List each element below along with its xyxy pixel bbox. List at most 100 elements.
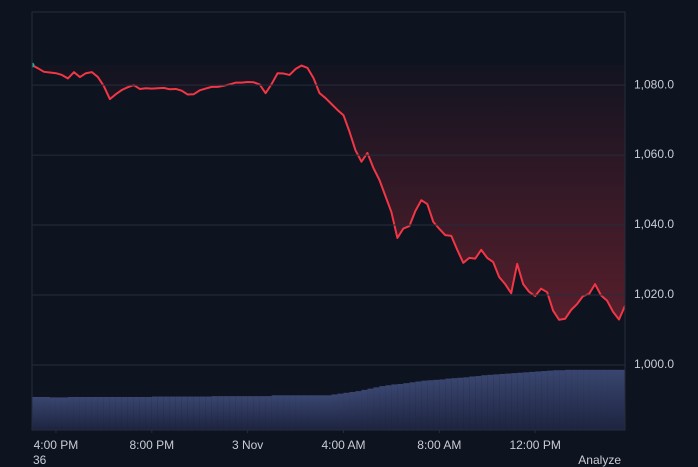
- volume-bar: [253, 396, 260, 430]
- y-tick-label: 1,020.0: [634, 287, 674, 301]
- footer-text: 36: [33, 453, 47, 467]
- volume-bar: [457, 377, 464, 430]
- volume-bar: [211, 396, 218, 430]
- volume-bar: [415, 381, 422, 430]
- volume-bar: [409, 382, 416, 430]
- volume-bar: [529, 371, 536, 430]
- volume-bar: [247, 396, 254, 430]
- volume-bar: [133, 396, 140, 430]
- volume-bar: [547, 370, 554, 430]
- volume-bar: [421, 380, 428, 430]
- volume-bar: [517, 372, 524, 430]
- volume-bar: [391, 384, 398, 430]
- volume-bar: [619, 369, 625, 430]
- volume-bar: [397, 384, 404, 430]
- volume-bar: [331, 394, 338, 430]
- volume-bar: [217, 396, 224, 430]
- x-tick-label: 8:00 PM: [129, 438, 174, 452]
- volume-bar: [73, 396, 80, 430]
- volume-bar: [295, 395, 302, 430]
- volume-bar: [439, 379, 446, 430]
- volume-bar: [271, 395, 278, 430]
- volume-bar: [451, 378, 458, 430]
- volume-bar: [127, 396, 134, 430]
- volume-bar: [367, 388, 374, 430]
- volume-bar: [169, 396, 176, 430]
- volume-bar: [541, 371, 548, 430]
- volume-bar: [61, 397, 68, 430]
- volume-bar: [49, 397, 56, 430]
- volume-bar: [475, 376, 482, 430]
- x-tick-label: 4:00 PM: [34, 438, 79, 452]
- volume-bar: [337, 393, 344, 430]
- volume-bar: [571, 369, 578, 430]
- volume-bar: [115, 396, 122, 430]
- volume-bar: [32, 396, 38, 430]
- volume-bar: [445, 378, 452, 430]
- volume-bar: [535, 371, 542, 430]
- volume-bar: [37, 396, 44, 430]
- plot-area: [32, 62, 625, 430]
- volume-bar: [121, 396, 128, 430]
- volume-bar: [499, 373, 506, 430]
- volume-bar: [235, 396, 242, 430]
- volume-bar: [223, 396, 230, 430]
- volume-bar: [403, 383, 410, 430]
- volume-bar: [487, 374, 494, 430]
- x-tick-label: 4:00 AM: [321, 438, 365, 452]
- volume-bar: [463, 377, 470, 430]
- volume-bar: [175, 396, 182, 430]
- volume-bar: [481, 375, 488, 430]
- volume-bar: [205, 396, 212, 430]
- volume-bar: [241, 396, 248, 430]
- volume-bar: [379, 386, 386, 430]
- volume-bar: [553, 370, 560, 430]
- volume-bar: [91, 396, 98, 430]
- volume-bar: [187, 396, 194, 430]
- volume-bar: [559, 370, 566, 430]
- volume-bar: [97, 396, 104, 430]
- footer-text: Analyze: [578, 453, 621, 467]
- volume-bar: [343, 392, 350, 430]
- volume-bar: [55, 397, 62, 430]
- volume-bar: [433, 379, 440, 430]
- volume-bar: [577, 369, 584, 430]
- volume-bar: [505, 373, 512, 430]
- volume-bar: [193, 396, 200, 430]
- volume-bar: [79, 396, 86, 430]
- volume-bar: [595, 369, 602, 430]
- volume-bar: [583, 369, 590, 430]
- volume-bar: [469, 376, 476, 430]
- volume-bar: [589, 369, 596, 430]
- y-tick-label: 1,060.0: [634, 147, 674, 161]
- volume-bar: [361, 389, 368, 430]
- volume-bar: [523, 372, 530, 430]
- volume-bar: [601, 369, 608, 430]
- peak-marker: [32, 62, 35, 68]
- y-tick-label: 1,040.0: [634, 217, 674, 231]
- volume-bar: [613, 369, 620, 430]
- volume-bar: [283, 395, 290, 430]
- volume-bar: [307, 395, 314, 430]
- volume-bar: [319, 395, 326, 430]
- volume-bar: [349, 391, 356, 430]
- volume-bar: [163, 396, 170, 430]
- volume-bar: [67, 396, 74, 430]
- volume-bar: [565, 369, 572, 430]
- volume-bar: [385, 385, 392, 430]
- volume-bar: [289, 395, 296, 430]
- x-tick-label: 3 Nov: [232, 438, 263, 452]
- volume-bar: [109, 396, 116, 430]
- volume-bar: [355, 391, 362, 430]
- volume-bar: [85, 396, 92, 430]
- volume-bar: [325, 395, 332, 430]
- plot-frame: [31, 11, 626, 431]
- volume-bar: [139, 396, 146, 430]
- x-tick-label: 12:00 PM: [509, 438, 560, 452]
- volume-bar: [607, 369, 614, 430]
- volume-bar: [103, 396, 110, 430]
- y-tick-label: 1,080.0: [634, 77, 674, 91]
- volume-bar: [313, 395, 320, 430]
